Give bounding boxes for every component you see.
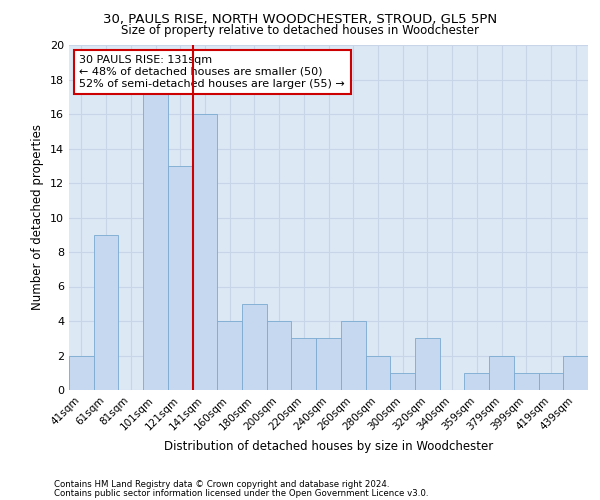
Bar: [316, 338, 341, 390]
Bar: [390, 373, 415, 390]
Bar: [267, 321, 292, 390]
Bar: [292, 338, 316, 390]
Bar: [143, 80, 168, 390]
Bar: [563, 356, 588, 390]
Bar: [415, 338, 440, 390]
Bar: [539, 373, 563, 390]
Bar: [489, 356, 514, 390]
Text: 30 PAULS RISE: 131sqm
← 48% of detached houses are smaller (50)
52% of semi-deta: 30 PAULS RISE: 131sqm ← 48% of detached …: [79, 56, 345, 88]
Bar: [514, 373, 539, 390]
Bar: [94, 235, 118, 390]
Bar: [365, 356, 390, 390]
Bar: [464, 373, 489, 390]
Text: 30, PAULS RISE, NORTH WOODCHESTER, STROUD, GL5 5PN: 30, PAULS RISE, NORTH WOODCHESTER, STROU…: [103, 12, 497, 26]
Bar: [341, 321, 365, 390]
Text: Contains HM Land Registry data © Crown copyright and database right 2024.: Contains HM Land Registry data © Crown c…: [54, 480, 389, 489]
Bar: [168, 166, 193, 390]
Text: Contains public sector information licensed under the Open Government Licence v3: Contains public sector information licen…: [54, 488, 428, 498]
Text: Size of property relative to detached houses in Woodchester: Size of property relative to detached ho…: [121, 24, 479, 37]
Bar: [193, 114, 217, 390]
Bar: [217, 321, 242, 390]
Bar: [242, 304, 267, 390]
Bar: [69, 356, 94, 390]
X-axis label: Distribution of detached houses by size in Woodchester: Distribution of detached houses by size …: [164, 440, 493, 453]
Y-axis label: Number of detached properties: Number of detached properties: [31, 124, 44, 310]
